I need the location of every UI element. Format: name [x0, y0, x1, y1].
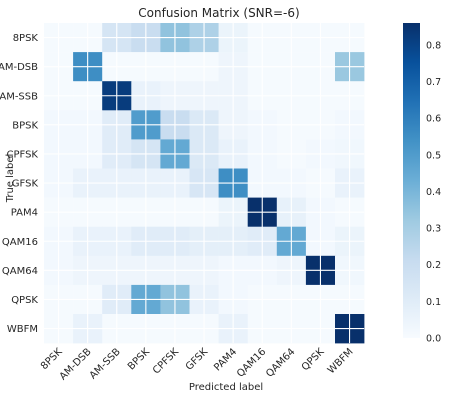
x-tick-label: QPSK: [300, 346, 327, 373]
colorbar-gradient: [403, 23, 420, 338]
y-tick-labels: 8PSK AM-DSB AM-SSB BPSK CPFSK GFSK PAM4 QAM16 QA…: [0, 33, 38, 335]
colorbar-tick-label: 0.5: [426, 150, 441, 161]
x-tick-label: WBFM: [326, 346, 356, 376]
x-tick-label: PAM4: [212, 346, 239, 373]
x-tick-label: AM-SSB: [88, 346, 123, 381]
colorbar-tick-label: 0.3: [426, 224, 441, 235]
colorbar-tick-label: 0.7: [426, 77, 441, 88]
colorbar-tick-label: 0.2: [426, 260, 441, 271]
x-tick-label: QAM64: [264, 346, 297, 379]
chart-title: Confusion Matrix (SNR=-6): [138, 6, 299, 20]
colorbar-tick-label: 0.0: [426, 334, 441, 345]
colorbar-tick-label: 0.6: [426, 114, 441, 125]
y-tick-label: QPSK: [11, 295, 38, 306]
colorbar-tick-label: 0.8: [426, 40, 441, 51]
x-tick-label: AM-DSB: [58, 346, 94, 382]
x-tick-label: BPSK: [126, 346, 152, 372]
colorbar-tick-label: 0.1: [426, 297, 441, 308]
x-tick-label: QAM16: [235, 346, 268, 379]
y-tick-label: WBFM: [7, 324, 38, 335]
y-tick-label: AM-DSB: [0, 62, 38, 73]
y-tick-label: AM-SSB: [0, 91, 38, 102]
y-tick-label: GFSK: [12, 179, 39, 190]
y-tick-label: QAM16: [2, 237, 38, 248]
heatmap-grid: [44, 23, 365, 344]
y-axis-label: True label: [5, 154, 16, 204]
x-axis-label: Predicted label: [189, 382, 263, 393]
y-tick-label: 8PSK: [13, 33, 39, 44]
y-tick-label: BPSK: [12, 120, 38, 131]
y-tick-label: PAM4: [11, 208, 38, 219]
x-tick-label: 8PSK: [39, 346, 65, 372]
x-tick-label: CPFSK: [151, 346, 181, 376]
y-tick-label: CPFSK: [7, 149, 39, 160]
colorbar: 0.0 0.1 0.2 0.3 0.4 0.5 0.6 0.7 0.8: [403, 23, 441, 345]
x-tick-label: GFSK: [184, 346, 211, 373]
y-tick-label: QAM64: [2, 266, 38, 277]
colorbar-tick-label: 0.4: [426, 187, 441, 198]
